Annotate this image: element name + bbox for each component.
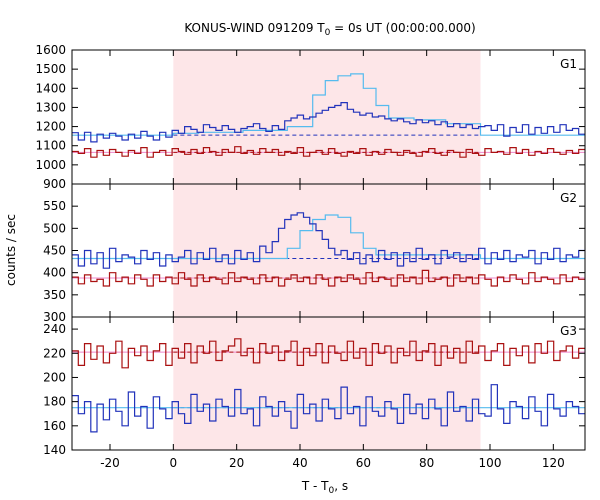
x-tick-label: 20 bbox=[229, 456, 244, 470]
x-tick-label: 0 bbox=[170, 456, 178, 470]
highlight-band bbox=[173, 50, 481, 184]
x-tick-label: 80 bbox=[419, 456, 434, 470]
x-tick-label: 60 bbox=[356, 456, 371, 470]
y-tick-label: 1000 bbox=[35, 158, 66, 172]
red-series bbox=[72, 146, 585, 158]
panel-g3: 140 160 180 200 220 240 G3 bbox=[43, 316, 586, 457]
y-tick-label: 400 bbox=[43, 266, 66, 280]
y-tick-label: 180 bbox=[43, 395, 66, 409]
y-tick-label: 1100 bbox=[35, 139, 66, 153]
y-tick-label: 1600 bbox=[35, 43, 66, 57]
highlight-band bbox=[173, 184, 481, 317]
y-tick-label: 550 bbox=[43, 199, 66, 213]
blue-series bbox=[72, 384, 585, 433]
y-tick-label: 450 bbox=[43, 244, 66, 258]
plot-layer: 9001000110012001300140015001600G13003504… bbox=[35, 43, 586, 470]
y-axis-label: counts / sec bbox=[4, 214, 18, 286]
y-tick-label: 220 bbox=[43, 346, 66, 360]
blue-series bbox=[72, 212, 585, 269]
x-tick-label: 100 bbox=[479, 456, 502, 470]
y-tick-label: 350 bbox=[43, 288, 66, 302]
y-tick-label: 1500 bbox=[35, 62, 66, 76]
x-tick-label: 40 bbox=[292, 456, 307, 470]
red-series bbox=[72, 269, 585, 287]
y-tick-label: 160 bbox=[43, 419, 66, 433]
y-tick-label: 200 bbox=[43, 370, 66, 384]
y-tick-label: 300 bbox=[43, 310, 66, 324]
panel-g1: 900 1000 1100 1200 1300 1400 1500 1600 G1 bbox=[35, 43, 586, 191]
light-blue-fit-series bbox=[72, 214, 585, 260]
panel-frame bbox=[71, 316, 586, 451]
panel-g2: 300 350 400 450 500 550 G2 bbox=[43, 183, 586, 324]
red-series bbox=[72, 338, 585, 369]
chart-title: KONUS-WIND 091209 T0 = 0s UT (00:00:00.0… bbox=[184, 21, 475, 38]
x-tick-label: 120 bbox=[542, 456, 565, 470]
y-tick-label: 1300 bbox=[35, 100, 66, 114]
blue-series bbox=[72, 102, 585, 143]
y-tick-label: 1200 bbox=[35, 120, 66, 134]
panel-label: G3 bbox=[560, 324, 577, 338]
y-tick-label: 240 bbox=[43, 322, 66, 336]
x-axis-label: T - T0, s bbox=[301, 479, 348, 496]
y-tick-label: 900 bbox=[43, 177, 66, 191]
y-tick-label: 1400 bbox=[35, 81, 66, 95]
highlight-band bbox=[173, 317, 481, 450]
y-tick-label: 140 bbox=[43, 443, 66, 457]
y-tick-label: 500 bbox=[43, 221, 66, 235]
panel-label: G1 bbox=[560, 57, 577, 71]
panel-label: G2 bbox=[560, 191, 577, 205]
x-tick-label: -20 bbox=[100, 456, 120, 470]
